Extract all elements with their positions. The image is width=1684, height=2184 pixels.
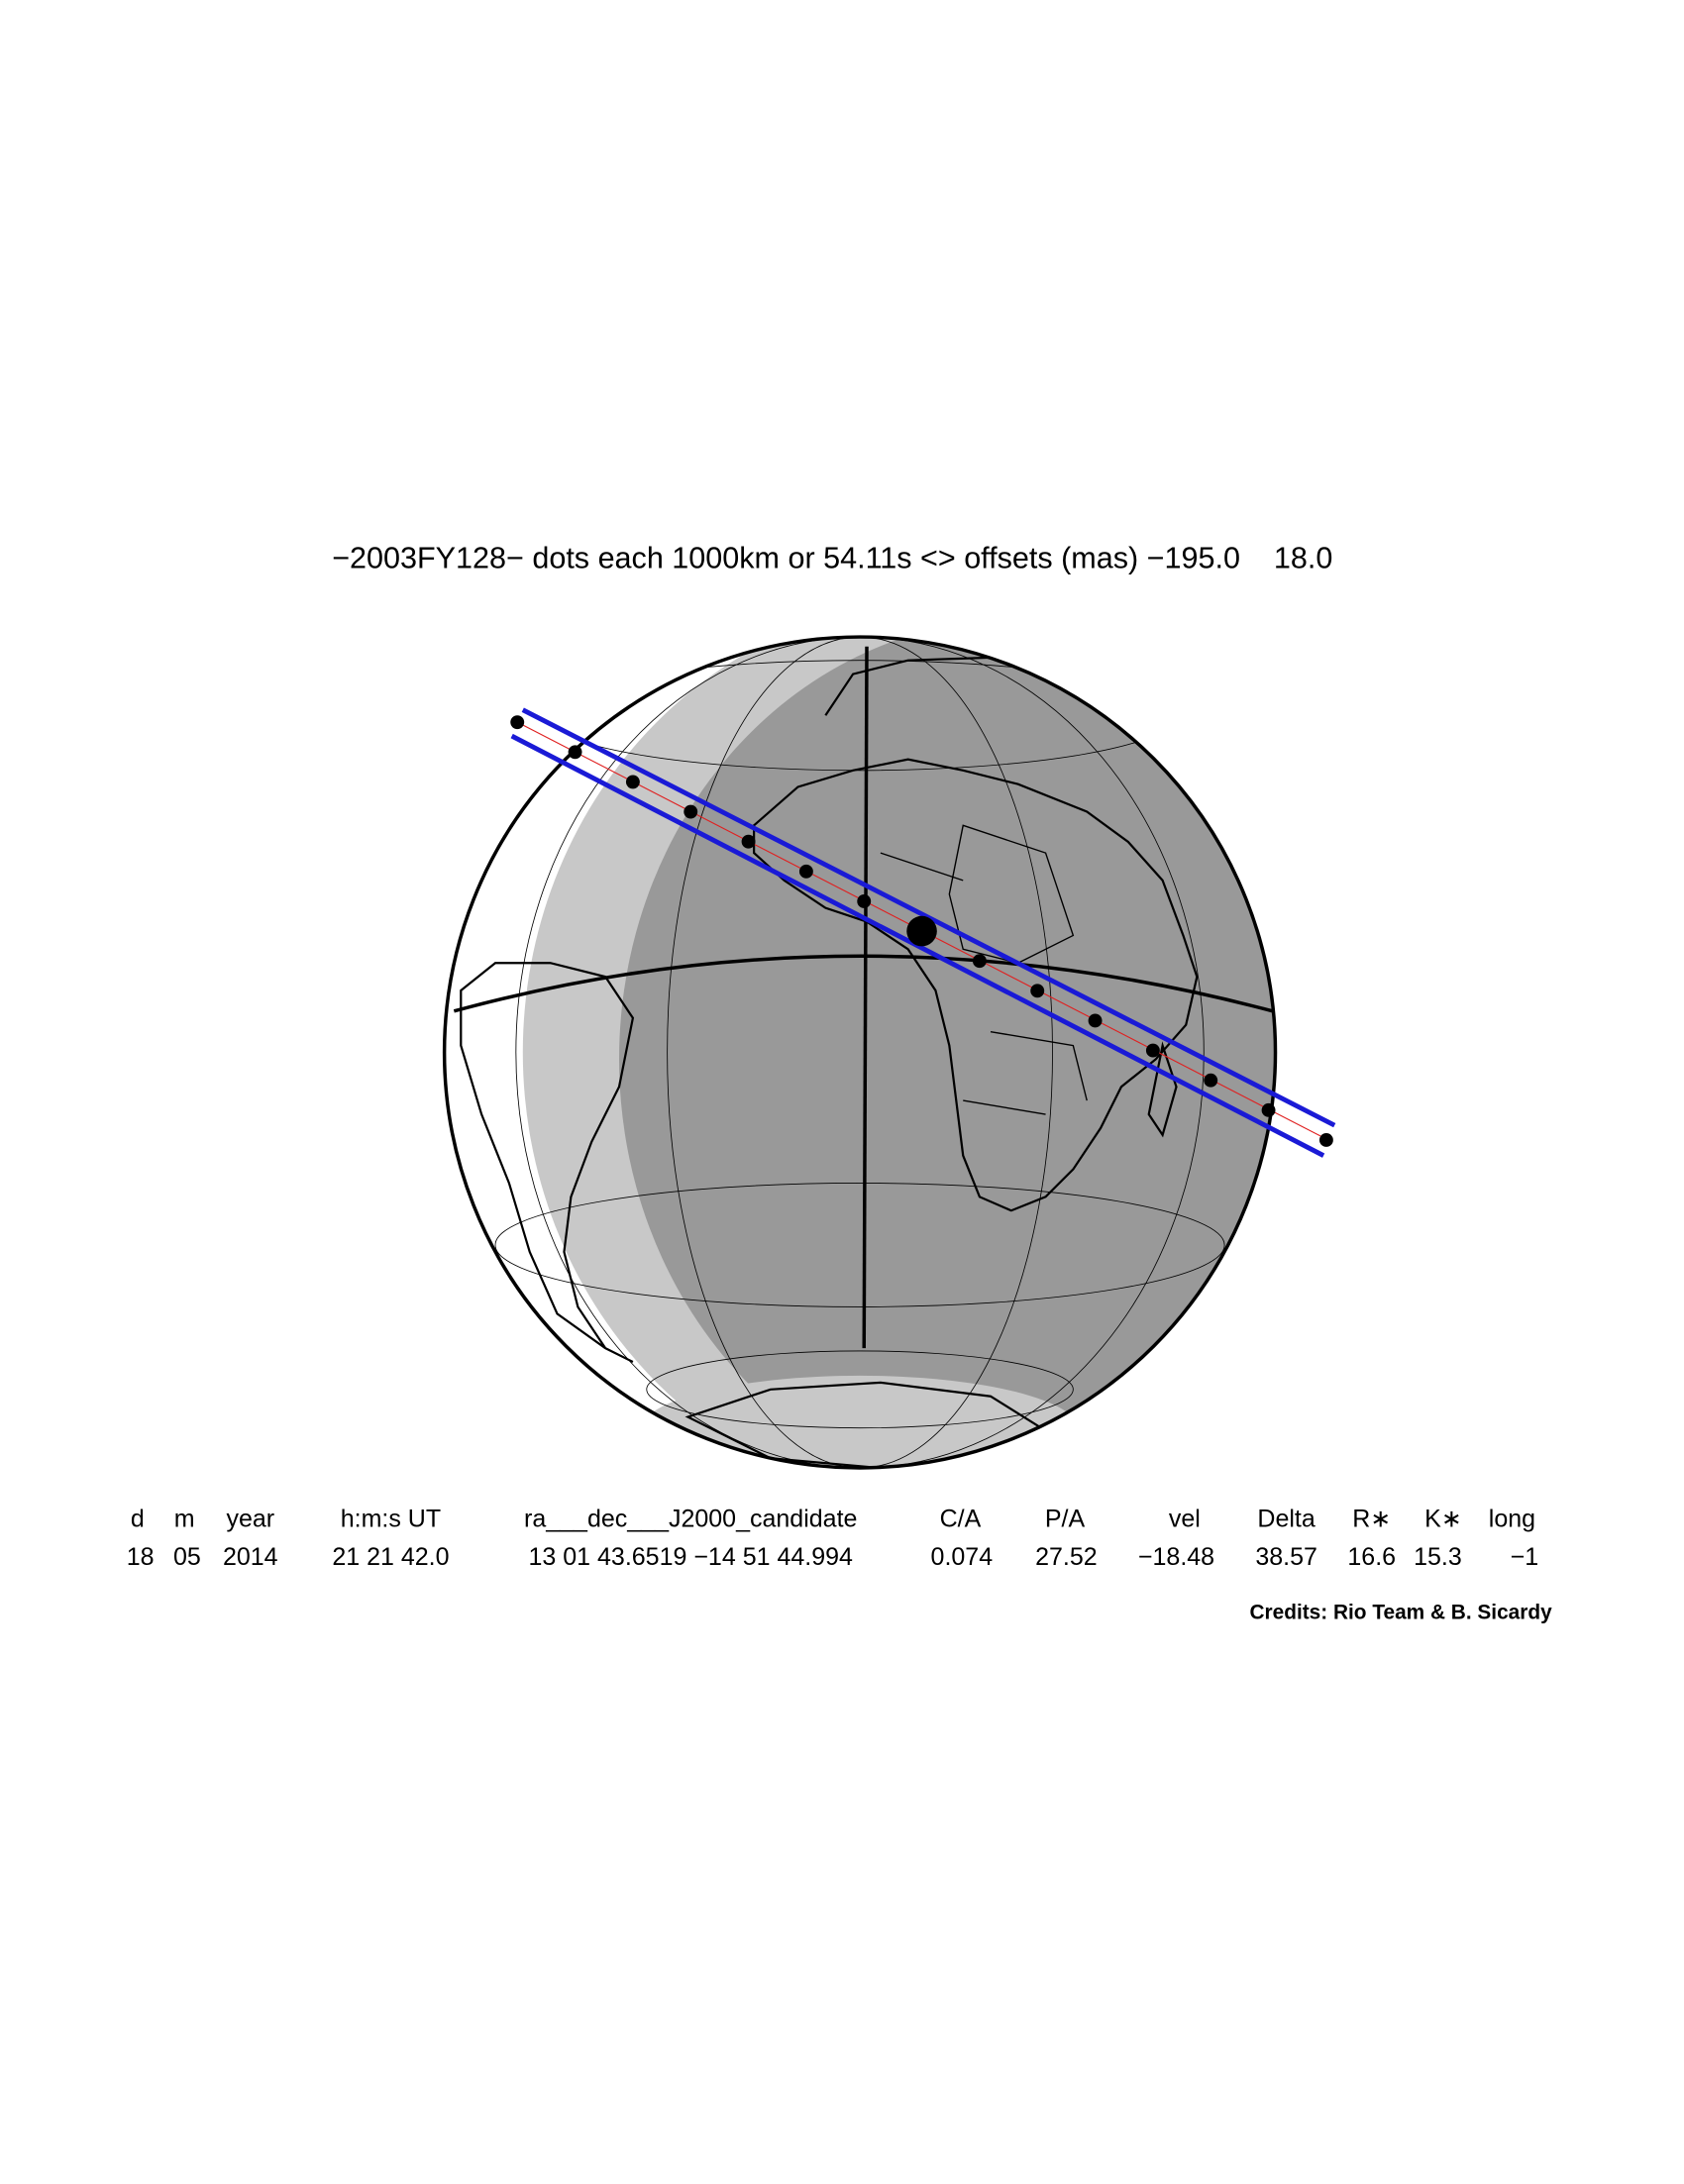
track-dot bbox=[684, 804, 698, 819]
track-dot bbox=[857, 894, 872, 908]
title: −2003FY128− dots each 1000km or 54.11s <… bbox=[332, 541, 1332, 574]
track-dot bbox=[972, 954, 987, 969]
table-cell: 2014 bbox=[223, 1543, 278, 1571]
africa bbox=[753, 758, 1199, 1212]
track-dot bbox=[510, 715, 525, 730]
track-south-limit bbox=[510, 733, 1325, 1158]
column-header: d bbox=[131, 1505, 145, 1532]
column-header: long bbox=[1489, 1505, 1535, 1532]
closest-approach-dot bbox=[906, 915, 937, 947]
column-header: m bbox=[174, 1505, 195, 1532]
globe bbox=[442, 635, 1278, 1470]
scaled-figure: −2003FY128− dots each 1000km or 54.11s <… bbox=[127, 541, 1552, 1623]
track-dot bbox=[568, 745, 582, 760]
track-dot bbox=[1204, 1073, 1218, 1088]
column-header: vel bbox=[1169, 1505, 1201, 1532]
table-cell: 0.074 bbox=[931, 1543, 994, 1571]
column-header: P/A bbox=[1045, 1505, 1086, 1532]
event-table: d m year h:m:s UT ra___dec___J2000_candidate… bbox=[127, 1505, 1538, 1571]
night-zone bbox=[619, 637, 1276, 1468]
column-header: ra___dec___J2000_candidate bbox=[524, 1505, 857, 1532]
column-header: C/A bbox=[940, 1505, 982, 1532]
column-header: K∗ bbox=[1424, 1505, 1462, 1532]
table-header: d m year h:m:s UT ra___dec___J2000_candidate… bbox=[131, 1505, 1535, 1532]
table-cell: 21 21 42.0 bbox=[332, 1543, 449, 1571]
table-cell: 13 01 43.6519 −14 51 44.994 bbox=[529, 1543, 853, 1571]
table-cell: 15.3 bbox=[1414, 1543, 1462, 1571]
table-cell: −1 bbox=[1511, 1543, 1539, 1571]
table-cell: 16.6 bbox=[1347, 1543, 1396, 1571]
table-cell: 27.52 bbox=[1035, 1543, 1098, 1571]
track-dot bbox=[625, 775, 640, 789]
madagascar bbox=[1147, 1041, 1178, 1138]
credits: Credits: Rio Team & B. Sicardy bbox=[1250, 1602, 1553, 1624]
track-dot bbox=[1030, 984, 1045, 998]
column-header: R∗ bbox=[1352, 1505, 1391, 1532]
track-dot bbox=[798, 864, 813, 879]
shadow-track bbox=[510, 707, 1336, 1158]
shading bbox=[522, 637, 1276, 1468]
table-cell: 38.57 bbox=[1255, 1543, 1317, 1571]
column-header: h:m:s UT bbox=[341, 1505, 441, 1532]
track-north-limit bbox=[521, 707, 1336, 1128]
equator bbox=[453, 954, 1274, 1013]
track-dot bbox=[1261, 1102, 1276, 1117]
column-header: year bbox=[226, 1505, 274, 1532]
table-cell: 05 bbox=[173, 1543, 201, 1571]
track-dot bbox=[741, 834, 756, 849]
table-row: 18 05 2014 21 21 42.0 13 01 43.6519 −14 51 4… bbox=[127, 1543, 1538, 1571]
central-meridian bbox=[862, 646, 869, 1349]
table-cell: 18 bbox=[127, 1543, 155, 1571]
table-cell: −18.48 bbox=[1138, 1543, 1214, 1571]
column-header: Delta bbox=[1257, 1505, 1315, 1532]
track-dot bbox=[1318, 1133, 1333, 1147]
track-dot bbox=[1145, 1043, 1160, 1058]
track-dot bbox=[1088, 1013, 1103, 1028]
globe-limb bbox=[442, 635, 1278, 1470]
